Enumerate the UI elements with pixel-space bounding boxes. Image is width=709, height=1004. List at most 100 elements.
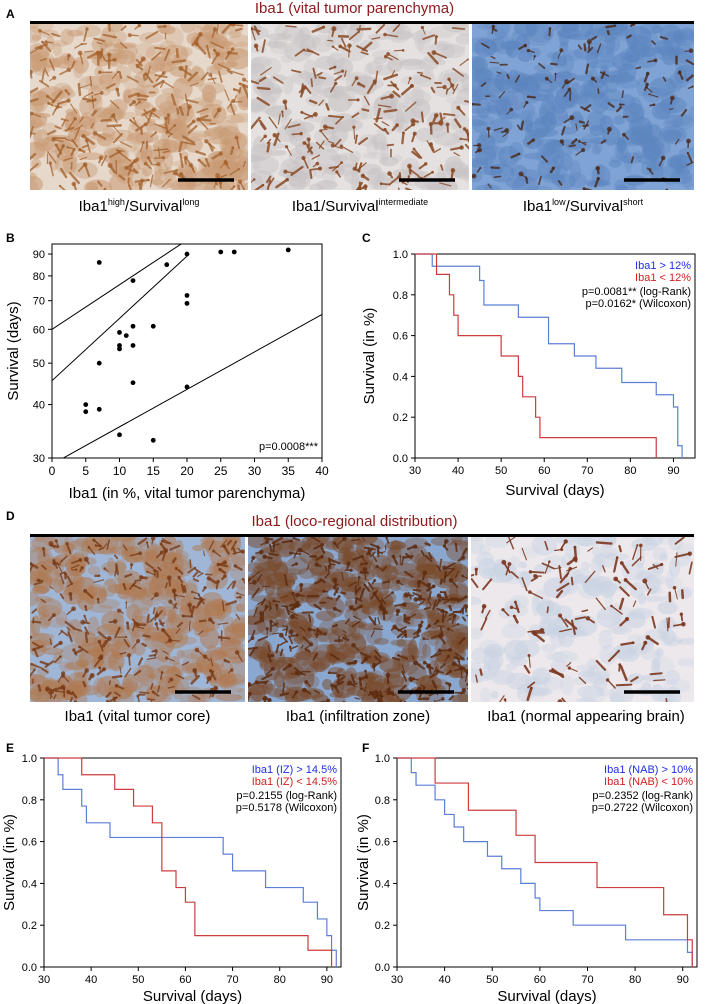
data-point (130, 343, 136, 348)
data-point (150, 437, 156, 443)
panel-d-letter: D (6, 509, 15, 523)
panel-c-letter: C (362, 231, 371, 245)
km-curve-blue (415, 253, 683, 458)
x-tick-label: 20 (180, 464, 194, 478)
y-tick-label: 0.0 (375, 962, 390, 974)
chart-b-scatter: 0 5 10 15 20 25 30 35 40 30 40 50 60 70 80 90 p=0.0008**… (5, 243, 329, 502)
x-tick-label: 30 (391, 974, 403, 986)
legend-blue: Iba1 (IZ) > 14.5% (252, 764, 338, 776)
x-tick-label: 30 (409, 465, 421, 477)
legend-red: Iba1 (IZ) < 14.5% (252, 776, 338, 788)
data-point (130, 380, 136, 386)
data-point (123, 333, 129, 339)
x-tick-label: 15 (147, 464, 161, 478)
x-tick-label: 40 (438, 974, 450, 986)
y-tick-label: 40 (33, 400, 45, 412)
y-tick-label: 0.6 (393, 331, 408, 343)
y-tick-label: 80 (33, 271, 45, 283)
y-axis-label: Survival (in %) (1, 814, 18, 911)
x-tick-label: 80 (274, 974, 286, 986)
data-point (130, 323, 136, 329)
panel-a-rule (30, 21, 694, 24)
data-point (130, 278, 136, 284)
y-tick-label: 0.8 (375, 795, 390, 807)
legend-red: Iba1 (NAB) < 10% (604, 776, 693, 788)
x-tick-label: 50 (495, 465, 507, 477)
x-tick-label: 90 (667, 465, 679, 477)
x-tick-label: 60 (179, 974, 191, 986)
data-point (117, 346, 122, 352)
y-tick-label: 1.0 (22, 753, 37, 765)
plot-frame (396, 757, 698, 968)
micrograph-a1 (30, 24, 248, 190)
km-curve-blue (397, 757, 693, 967)
x-axis-label: Survival (days) (505, 482, 604, 499)
legend-blue: Iba1 > 12% (635, 260, 691, 272)
x-tick-label: 90 (321, 974, 333, 986)
p-value-annotation: p=0.0162* (Wilcoxon) (586, 298, 691, 310)
y-tick-label: 50 (33, 358, 45, 370)
fit-lines (52, 244, 322, 458)
micrograph-a2 (251, 24, 469, 190)
x-tick-label: 90 (677, 974, 689, 986)
stained-cells (471, 537, 693, 702)
stained-cells (472, 24, 694, 190)
x-tick-label: 10 (113, 464, 127, 478)
x-tick-label: 50 (486, 974, 498, 986)
p-value-annotation: p=0.2155 (log-Rank) (236, 790, 337, 802)
x-tick-label: 30 (38, 974, 50, 986)
x-tick-label: 80 (624, 465, 636, 477)
caption-a2: Iba1/Survivalintermediate (291, 197, 429, 215)
data-point (117, 432, 122, 438)
x-tick-label: 5 (82, 464, 89, 478)
data-point (184, 251, 190, 257)
data-point (96, 360, 102, 366)
tissue-texture (472, 24, 694, 190)
y-axis-label: Survival (in %) (361, 308, 378, 405)
p-value-annotation: p=0.0081** (log-Rank) (582, 286, 691, 298)
tissue-texture (30, 537, 245, 702)
caption-d1: Iba1 (vital tumor core) (64, 708, 211, 725)
y-axis-label: Survival (days) (5, 301, 22, 400)
y-tick-label: 30 (33, 453, 45, 465)
x-axis-label: Iba1 (in %, vital tumor parenchyma) (69, 485, 306, 502)
data-point (117, 330, 122, 335)
data-point (184, 384, 190, 390)
data-point (184, 300, 190, 306)
y-tick-label: 0.0 (393, 453, 408, 465)
data-points (83, 247, 291, 443)
x-tick-label: 80 (629, 974, 641, 986)
data-point (231, 249, 237, 255)
km-curve-red (397, 757, 693, 967)
micrograph-d2 (248, 537, 468, 702)
km-curve-red (415, 253, 657, 458)
legend-red: Iba1 < 12% (635, 272, 691, 284)
y-tick-label: 1.0 (375, 753, 390, 765)
data-point (184, 293, 190, 298)
p-value: p=0.0008*** (259, 441, 319, 453)
y-tick-label: 0.6 (375, 837, 390, 849)
panel-f-letter: F (362, 741, 370, 755)
x-tick-label: 40 (452, 465, 464, 477)
y-tick-label: 1.0 (393, 249, 408, 261)
data-point (150, 323, 156, 329)
fit-line-0 (52, 255, 188, 382)
micrograph-d3 (471, 537, 694, 702)
data-point (117, 343, 122, 348)
chart-c-km: 30 40 50 60 70 80 90 0.0 0.2 0.4 0.6 0.8 1.0 Iba1 > 1… (361, 249, 696, 499)
y-tick-label: 0.8 (393, 290, 408, 302)
tissue-texture (248, 537, 468, 702)
x-tick-label: 40 (85, 974, 97, 986)
caption-a1: Iba1high/Survivallong (78, 197, 200, 215)
fit-line-1 (52, 244, 183, 330)
y-tick-label: 0.4 (393, 371, 408, 383)
y-tick-label: 0.0 (22, 962, 37, 974)
y-tick-label: 0.4 (22, 878, 37, 890)
x-tick-label: 40 (315, 464, 329, 478)
panel-a-title: Iba1 (vital tumor parenchyma) (254, 0, 455, 17)
plot-frame (414, 253, 696, 459)
y-tick-label: 0.8 (22, 795, 37, 807)
panel-a-letter: A (6, 7, 15, 21)
x-tick-label: 70 (581, 465, 593, 477)
x-tick-label: 70 (226, 974, 238, 986)
